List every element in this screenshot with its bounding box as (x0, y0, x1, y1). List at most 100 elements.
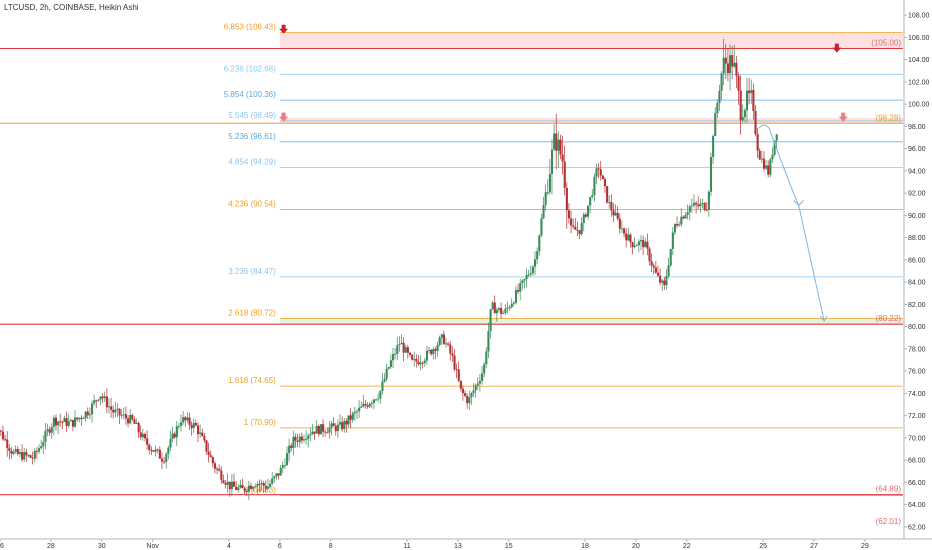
candle-body (584, 214, 587, 217)
candle-body (12, 451, 15, 454)
candle-body (472, 390, 475, 393)
candle-body (398, 344, 401, 346)
candle-body (29, 455, 32, 458)
down-arrow-icon (838, 112, 848, 122)
candle-body (720, 73, 723, 91)
candle-body (114, 409, 117, 413)
candle-body (192, 423, 195, 429)
candle-body (506, 307, 509, 309)
candle-body (105, 396, 108, 408)
candle-body (302, 439, 306, 441)
candle-body (391, 354, 395, 361)
candle-body (612, 210, 615, 216)
candle-body (271, 478, 274, 484)
candle-body (309, 434, 312, 436)
candle-body (182, 417, 185, 423)
candle-body (440, 334, 443, 338)
candle-body (750, 90, 753, 94)
candle-body (279, 467, 282, 476)
candle-body (131, 415, 134, 420)
candle-body (156, 449, 159, 451)
candle-body (103, 396, 106, 399)
candle-body (239, 485, 242, 488)
candle-body (659, 275, 662, 283)
candle-body (534, 259, 537, 267)
fib-level-label: 3.236 (84.47) (228, 267, 276, 276)
candle-body (665, 276, 668, 286)
candle-body (203, 436, 206, 441)
candle-body (135, 422, 138, 424)
candle-body (514, 290, 518, 303)
fib-level-label: 4.854 (94.29) (228, 158, 276, 167)
candle-body (375, 399, 378, 401)
fib-level-label: 5.545 (98.49) (228, 111, 276, 120)
candle-body (656, 272, 660, 276)
candle-body (478, 380, 482, 384)
candle-body (415, 358, 418, 362)
y-tick-label: 72.00 (908, 413, 926, 420)
y-tick-label: 108.00 (908, 13, 930, 20)
x-tick-label: 25 (759, 543, 767, 550)
candle-body (188, 417, 191, 425)
candle-body (307, 435, 310, 439)
candle-body (504, 308, 507, 313)
candle-body (67, 421, 70, 426)
candle-body (559, 139, 562, 155)
candle-body (767, 165, 770, 175)
candle-body (171, 433, 174, 439)
y-tick-label: 94.00 (908, 168, 926, 175)
candle-body (353, 411, 356, 414)
candle-body (366, 405, 369, 407)
candle-body (362, 403, 365, 407)
candle-body (224, 482, 227, 485)
candle-body (389, 360, 392, 368)
candle-body (120, 415, 123, 417)
down-arrow-icon (279, 24, 289, 34)
candle-body (731, 55, 734, 67)
candle-body (8, 448, 11, 451)
candle-body (332, 423, 335, 427)
down-arrow-icon (279, 112, 289, 122)
candle-body (637, 241, 640, 246)
candle-body (453, 355, 456, 370)
candle-body (663, 280, 666, 286)
candle-body (531, 266, 534, 274)
candle-body (718, 90, 721, 103)
candle-body (529, 273, 532, 275)
candle-body (487, 331, 490, 352)
candle-body (436, 345, 439, 351)
candle-body (292, 436, 295, 448)
candle-body (737, 75, 740, 91)
candle-body (377, 398, 380, 400)
candle-body (165, 453, 168, 462)
candle-body (336, 424, 339, 432)
candle-body (222, 480, 225, 483)
candle-body (370, 403, 373, 405)
x-axis-background (0, 539, 932, 550)
candle-body (565, 187, 568, 211)
candle-body (572, 225, 575, 227)
candle-body (207, 451, 210, 456)
candle-body (538, 235, 541, 252)
candle-body (107, 406, 111, 408)
candle-body (729, 55, 732, 74)
candle-body (381, 381, 384, 391)
candle-body (262, 483, 265, 486)
candle-body (510, 303, 513, 308)
candle-body (555, 133, 558, 151)
candle-body (78, 417, 81, 420)
candle-body (686, 212, 689, 215)
candle-body (205, 440, 208, 452)
candle-body (523, 279, 526, 281)
candle-body (495, 309, 498, 314)
candle-body (186, 417, 189, 421)
candle-body (63, 418, 66, 422)
candle-body (680, 216, 683, 225)
y-tick-label: 70.00 (908, 435, 926, 442)
y-tick-label: 74.00 (908, 391, 926, 398)
candle-body (110, 406, 113, 410)
candle-body (199, 432, 202, 435)
candle-body (288, 445, 291, 454)
candle-body (101, 396, 104, 399)
